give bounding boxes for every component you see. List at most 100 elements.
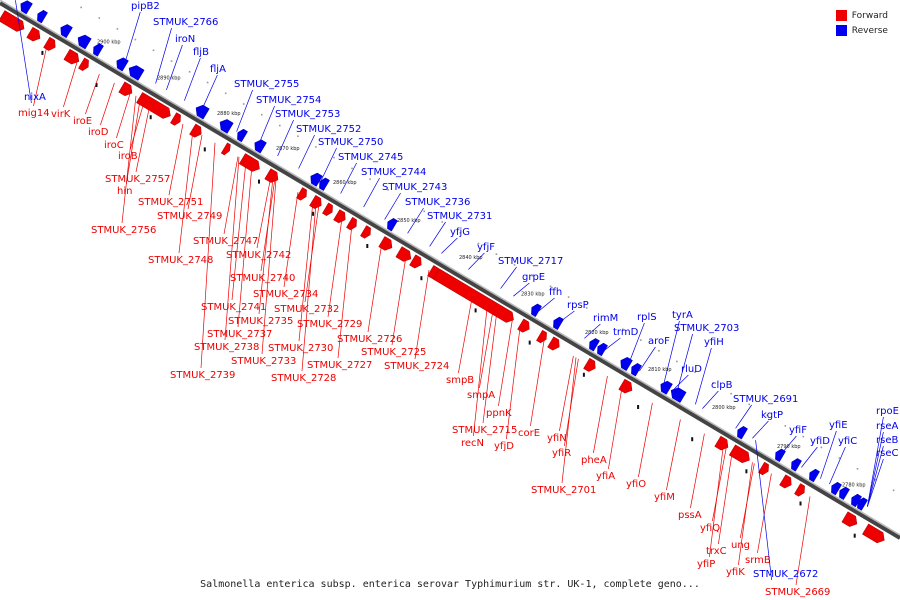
scale-dot: [405, 199, 407, 202]
reverse-gene-label: rseC: [876, 448, 898, 459]
scale-dot: [838, 457, 841, 459]
reverse-gene-arrow: [589, 338, 600, 352]
reverse-gene-label: rpsP: [567, 300, 589, 311]
scale-dot: [603, 317, 606, 320]
forward-leader-line: [168, 123, 184, 196]
reverse-gene-arrow: [93, 43, 104, 57]
reverse-leader-line: [15, 0, 32, 104]
scale-dot: [567, 296, 570, 298]
reverse-gene-label: ffh: [549, 287, 562, 298]
reverse-gene-arrow: [737, 426, 748, 440]
reverse-leader-line: [867, 445, 884, 507]
forward-leader-line: [63, 60, 78, 108]
forward-leader-line: [738, 462, 753, 566]
forward-gene-arrow: [378, 236, 393, 251]
forward-leader-line: [283, 192, 299, 288]
reverse-gene-label: fljB: [193, 47, 209, 58]
scale-dot: [513, 264, 516, 266]
forward-gene-label: STMUK_2737: [207, 329, 272, 340]
reverse-gene-arrow: [553, 316, 564, 331]
reverse-gene-arrow: [128, 65, 145, 81]
reverse-gene-arrow: [116, 57, 129, 72]
forward-gene-label: STMUK_2715: [452, 425, 517, 436]
reverse-leader-line: [441, 237, 458, 254]
forward-gene-label: STMUK_2729: [297, 319, 362, 330]
forward-leader-line: [458, 295, 473, 374]
reverse-leader-line: [829, 446, 846, 485]
forward-gene-label: recN: [461, 438, 484, 449]
reverse-gene-label: aroF: [648, 336, 670, 347]
reverse-leader-line: [513, 282, 530, 297]
reverse-leader-line: [155, 27, 172, 84]
forward-leader-line: [638, 402, 653, 478]
forward-gene-label: smpA: [467, 390, 495, 401]
kbp-tick-label: 2900 kbp: [97, 40, 121, 46]
reverse-gene-label: kgtP: [761, 410, 783, 421]
scale-dot: [477, 242, 480, 245]
forward-gene-label: STMUK_2747: [193, 236, 258, 247]
reverse-leader-line: [384, 192, 401, 220]
forward-gene-label: ung: [731, 540, 750, 551]
forward-gene-label: yfjD: [494, 441, 514, 452]
forward-gene-arrow: [547, 336, 560, 351]
reverse-gene-label: trmD: [613, 327, 639, 338]
legend: Forward Reverse: [835, 8, 888, 38]
forward-leader-line: [561, 357, 577, 484]
reverse-leader-line: [166, 44, 183, 91]
legend-label-forward: Forward: [851, 10, 888, 21]
forward-gene-label: STMUK_2730: [268, 343, 333, 354]
scale-dot: [224, 92, 227, 95]
scale-dot: [315, 146, 317, 148]
forward-gene-label: STMUK_2733: [231, 356, 296, 367]
reverse-gene-arrow: [631, 363, 642, 377]
reverse-leader-line: [867, 431, 884, 507]
position-tick: [799, 501, 802, 506]
reverse-gene-label: pipB2: [131, 1, 160, 12]
forward-gene-arrow: [333, 209, 346, 224]
reverse-gene-label: STMUK_2672: [753, 569, 818, 580]
scale-dot: [279, 124, 281, 127]
forward-gene-label: STMUK_2749: [157, 211, 222, 222]
forward-gene-label: corE: [518, 428, 540, 439]
legend-label-reverse: Reverse: [851, 25, 888, 36]
forward-leader-line: [337, 224, 353, 359]
scale-dot: [134, 38, 137, 41]
reverse-leader-line: [201, 74, 218, 111]
forward-leader-line: [564, 358, 579, 447]
reverse-gene-arrow: [20, 0, 33, 15]
reverse-swatch: [835, 25, 847, 36]
forward-gene-label: STMUK_2725: [361, 347, 426, 358]
position-tick: [474, 308, 477, 313]
forward-gene-label: STMUK_2726: [337, 334, 402, 345]
reverse-gene-arrow: [219, 119, 234, 134]
forward-gene-arrow: [728, 444, 750, 464]
scale-dot: [441, 221, 444, 223]
forward-gene-label: STMUK_2735: [228, 316, 293, 327]
reverse-leader-line: [123, 11, 141, 66]
reverse-leader-line: [820, 430, 837, 479]
forward-leader-line: [559, 355, 574, 432]
forward-gene-label: trxC: [706, 546, 727, 557]
scale-dot: [188, 71, 191, 73]
reverse-leader-line: [584, 323, 601, 339]
position-tick: [745, 469, 748, 474]
forward-gene-arrow: [714, 435, 729, 451]
forward-gene-label: STMUK_2669: [765, 587, 830, 598]
reverse-gene-label: rimM: [593, 313, 618, 324]
forward-gene-label: yfiK: [726, 567, 745, 578]
reverse-leader-line: [780, 435, 797, 456]
forward-swatch: [835, 10, 847, 21]
forward-gene-arrow: [63, 48, 80, 65]
reverse-gene-label: fljA: [210, 64, 226, 75]
reverse-gene-label: grpE: [522, 272, 545, 283]
forward-gene-label: yfiN: [547, 433, 567, 444]
reverse-leader-line: [735, 404, 752, 429]
kbp-tick-label: 2800 kbp: [712, 405, 736, 411]
forward-leader-line: [130, 100, 145, 150]
reverse-gene-arrow: [531, 303, 542, 318]
forward-gene-arrow: [189, 123, 202, 138]
forward-leader-line: [261, 179, 277, 355]
reverse-gene-label: STMUK_2743: [382, 182, 447, 193]
forward-leader-line: [479, 308, 494, 389]
